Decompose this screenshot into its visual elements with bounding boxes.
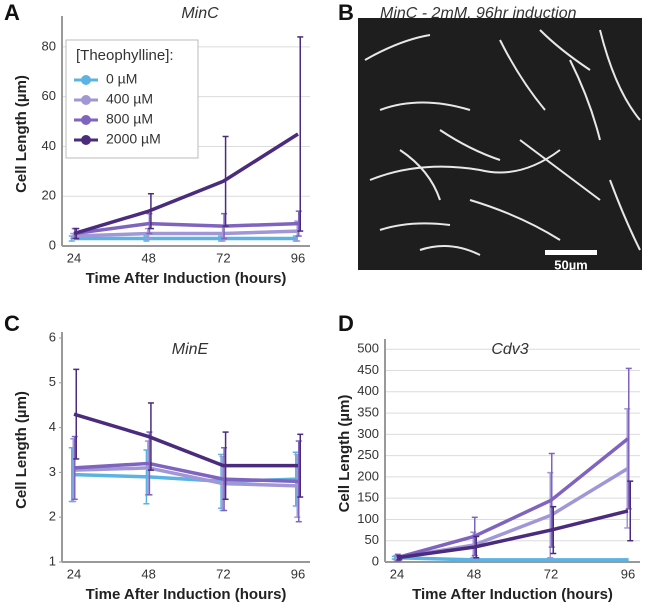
- y-axis-label: Cell Length (µm): [13, 391, 30, 509]
- y-axis-label: Cell Length (µm): [336, 395, 353, 513]
- y-tick-label: 20: [42, 188, 56, 203]
- scale-bar-label: 50µm: [554, 257, 588, 272]
- legend-title: [Theophylline]:: [76, 47, 174, 64]
- x-tick-label: 72: [216, 566, 230, 581]
- y-tick-label: 50: [365, 532, 379, 547]
- y-tick-label: 4: [49, 419, 56, 434]
- series-line: [396, 555, 628, 562]
- y-tick-label: 400: [357, 383, 379, 398]
- image-background: [358, 18, 642, 270]
- legend-marker: [81, 75, 91, 85]
- panel-label: D: [338, 311, 354, 336]
- y-tick-label: 450: [357, 362, 379, 377]
- error-bar: [297, 433, 304, 498]
- y-tick-label: 300: [357, 426, 379, 441]
- y-tick-label: 2: [49, 509, 56, 524]
- y-tick-label: 100: [357, 511, 379, 526]
- x-tick-label: 24: [390, 566, 404, 581]
- y-tick-label: 40: [42, 138, 56, 153]
- legend-label: 2000 µM: [106, 131, 161, 147]
- y-tick-label: 6: [49, 329, 56, 344]
- y-tick-label: 60: [42, 88, 56, 103]
- y-tick-label: 0: [372, 553, 379, 568]
- y-tick-label: 350: [357, 405, 379, 420]
- microscopy-image: 50µm MinC - 2mM, 96hr induction B: [338, 0, 642, 272]
- y-tick-label: 200: [357, 468, 379, 483]
- series-line: [396, 509, 629, 560]
- series-line: [73, 412, 298, 468]
- x-axis-label: Time After Induction (hours): [86, 586, 287, 603]
- x-tick-label: 48: [467, 566, 481, 581]
- error-bar: [297, 36, 304, 232]
- x-tick-label: 48: [141, 566, 155, 581]
- series-line: [396, 466, 629, 560]
- series-line: [73, 229, 299, 238]
- y-axis-label: Cell Length (µm): [13, 75, 30, 193]
- series-line: [73, 461, 299, 484]
- series-line: [73, 221, 299, 236]
- chart-title: MinE: [172, 341, 209, 358]
- cells: [364, 29, 641, 256]
- x-tick-label: 72: [216, 250, 230, 265]
- x-tick-label: 96: [291, 250, 305, 265]
- y-tick-label: 1: [49, 553, 56, 568]
- x-tick-label: 72: [544, 566, 558, 581]
- scale-bar: [545, 250, 597, 255]
- y-tick-label: 250: [357, 447, 379, 462]
- chart-title: MinC: [181, 5, 219, 22]
- x-axis-label: Time After Induction (hours): [86, 270, 287, 287]
- series-line: [73, 132, 299, 236]
- x-tick-label: 24: [67, 250, 81, 265]
- x-tick-label: 24: [67, 566, 81, 581]
- series-line: [73, 466, 299, 488]
- y-tick-label: 3: [49, 464, 56, 479]
- panel-label: A: [4, 0, 20, 25]
- legend-label: 0 µM: [106, 71, 137, 87]
- legend-marker: [81, 135, 91, 145]
- chart-title: Cdv3: [491, 341, 528, 358]
- x-tick-label: 96: [621, 566, 635, 581]
- x-tick-label: 48: [141, 250, 155, 265]
- image-caption: MinC - 2mM, 96hr induction: [380, 5, 577, 22]
- legend-label: 800 µM: [106, 111, 153, 127]
- panel-label: C: [4, 311, 20, 336]
- y-tick-label: 500: [357, 341, 379, 356]
- y-tick-label: 150: [357, 490, 379, 505]
- legend-marker: [81, 115, 91, 125]
- x-tick-label: 96: [291, 566, 305, 581]
- y-tick-label: 0: [49, 237, 56, 252]
- legend-marker: [81, 95, 91, 105]
- panel-label: B: [338, 0, 354, 25]
- y-tick-label: 80: [42, 38, 56, 53]
- error-bar: [627, 480, 634, 542]
- legend-label: 400 µM: [106, 91, 153, 107]
- x-axis-label: Time After Induction (hours): [412, 586, 613, 603]
- series-line: [396, 437, 630, 560]
- y-tick-label: 5: [49, 374, 56, 389]
